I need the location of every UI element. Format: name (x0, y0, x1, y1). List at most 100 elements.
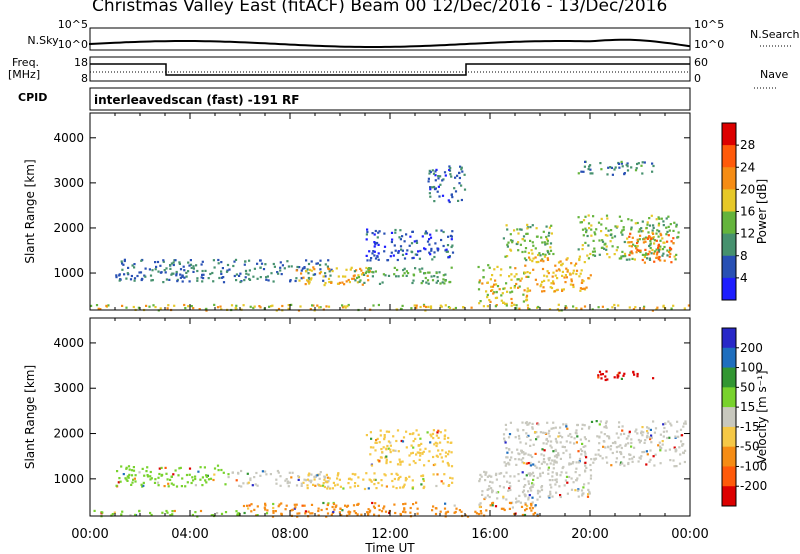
power-cell (363, 273, 366, 276)
velocity-cell (314, 484, 317, 487)
power-cell (604, 234, 607, 237)
velocity-cell (448, 484, 451, 487)
power-cell (383, 245, 387, 248)
power-cell (411, 257, 414, 260)
velocity-cell (550, 446, 553, 449)
velocity-cell (503, 437, 506, 440)
velocity-cell (480, 512, 483, 515)
velocity-cell (308, 472, 311, 475)
power-cell (312, 304, 315, 307)
power-cell (499, 274, 502, 277)
power-cell (631, 236, 634, 239)
power-cell (495, 296, 499, 299)
power-cell (648, 257, 651, 260)
power-cell (494, 305, 497, 308)
velocity-cell (554, 437, 557, 441)
velocity-cell (436, 442, 439, 445)
power-cell (565, 267, 568, 270)
power-cell (582, 234, 585, 237)
power-cell (580, 221, 583, 224)
power-cell (519, 228, 522, 231)
velocity-cell (333, 508, 336, 511)
velocity-cell (562, 423, 565, 426)
power-cell (363, 281, 366, 284)
power-cell (541, 290, 544, 293)
power-cell (658, 255, 661, 259)
velocity-cell (149, 470, 152, 474)
velocity-cell (291, 471, 294, 474)
power-cell (398, 236, 401, 239)
power-cell (148, 268, 151, 271)
velocity-cell (158, 467, 161, 470)
power-cell (547, 251, 550, 254)
velocity-cell (272, 511, 275, 514)
power-cell (565, 258, 568, 261)
velocity-cell (554, 449, 558, 452)
power-cell (634, 306, 637, 309)
power-cell (631, 257, 634, 260)
velocity-cell (416, 507, 419, 510)
power-cell (657, 248, 661, 251)
velocity-cell (605, 420, 608, 423)
power-cell (649, 243, 652, 246)
power-cell (341, 304, 344, 307)
velocity-cell (532, 483, 535, 486)
power-cell (593, 247, 596, 250)
power-cell (542, 253, 545, 256)
power-cell (450, 235, 453, 238)
velocity-cell (650, 441, 653, 444)
power-cell (391, 238, 394, 241)
velocity-cell (346, 504, 350, 507)
power-cell (639, 249, 642, 252)
velocity-cell (661, 443, 664, 446)
velocity-cell (373, 478, 376, 481)
velocity-cell (370, 464, 374, 467)
velocity-cell (589, 474, 593, 477)
power-cell (188, 264, 191, 267)
velocity-cell (179, 466, 182, 469)
velocity-cell (442, 482, 445, 485)
velocity-cell (540, 485, 544, 488)
power-cell (196, 279, 199, 282)
velocity-cell (437, 449, 440, 452)
power-cell (154, 306, 157, 309)
velocity-cell (378, 459, 381, 462)
velocity-cell (435, 484, 438, 488)
power-cell (649, 246, 652, 250)
velocity-cell (392, 485, 395, 488)
nave-tick-top: 60 (694, 56, 708, 69)
velocity-cell (630, 438, 633, 441)
power-cell (313, 268, 316, 271)
power-cell (500, 294, 503, 297)
velocity-cell (430, 435, 433, 438)
velocity-cell (236, 513, 239, 516)
power-cell (625, 258, 628, 261)
velocity-cell (607, 446, 610, 449)
velocity-cell (575, 432, 578, 435)
velocity-cell (177, 474, 180, 477)
velocity-cell (199, 478, 202, 481)
velocity-cell (544, 431, 547, 435)
power-cell (417, 250, 420, 253)
power-cell (641, 230, 644, 233)
power-cell (426, 279, 430, 282)
velocity-cell (247, 481, 250, 484)
power-cell (556, 277, 559, 280)
velocity-cell (385, 462, 388, 465)
power-cell (212, 280, 215, 283)
power-cell (598, 239, 601, 242)
power-cell (542, 260, 545, 263)
power-cell (133, 266, 136, 269)
velocity-cell (537, 460, 541, 463)
power-cell (477, 265, 480, 269)
velocity-cell (577, 488, 580, 491)
velocity-cell (639, 439, 642, 442)
velocity-cell (542, 454, 546, 457)
power-cell (307, 280, 310, 283)
power-cell (482, 305, 485, 308)
power-cell (305, 259, 308, 262)
power-cell (572, 269, 575, 272)
power-cell (651, 170, 654, 173)
power-cell (428, 271, 431, 274)
power-cell (517, 278, 520, 281)
